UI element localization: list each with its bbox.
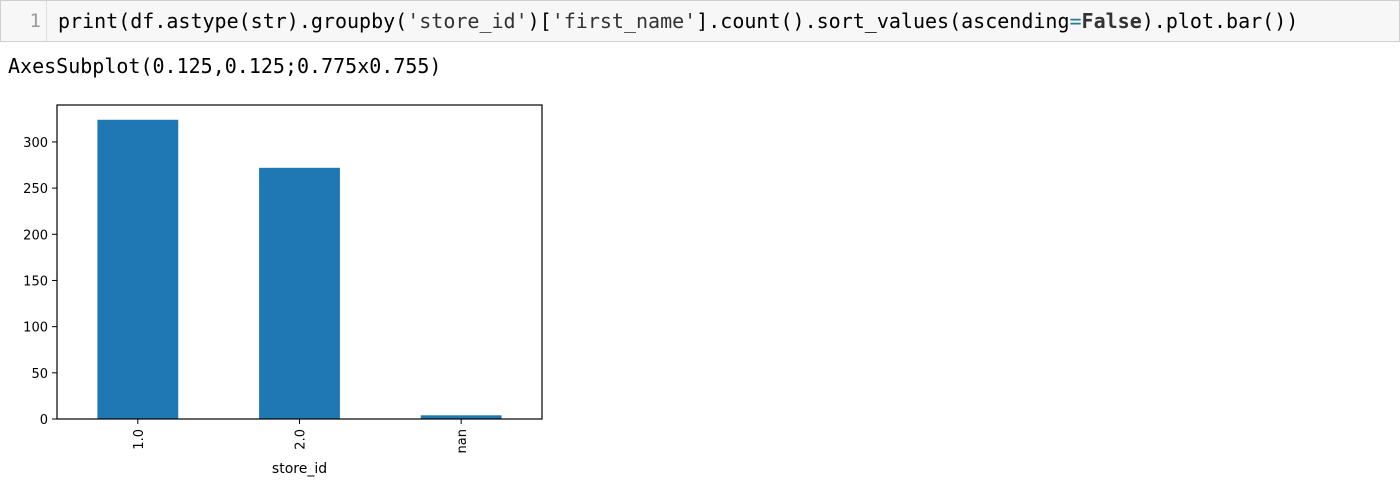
y-axis: 0 50 100 150 200 250 300 <box>23 136 57 428</box>
code-segment: ).plot.bar()) <box>1141 9 1299 33</box>
code-segment: print(df.astype(str).groupby( <box>58 9 408 33</box>
bar-chart: 0 50 100 150 200 250 300 1.0 2.0 nan store_id <box>23 104 543 477</box>
code-string: 'store_id' <box>407 9 528 33</box>
x-axis-label: store_id <box>272 461 327 477</box>
code-line[interactable]: print(df.astype(str).groupby('store_id')… <box>58 1 1298 41</box>
code-string: 'first_name' <box>551 9 697 33</box>
y-tick-label: 100 <box>23 321 48 336</box>
bar-nan <box>420 415 502 419</box>
y-tick-label: 300 <box>23 136 48 151</box>
bar-2.0 <box>259 167 340 419</box>
line-number: 1 <box>29 10 41 32</box>
x-tick-label: 2.0 <box>294 429 309 450</box>
y-tick-label: 150 <box>23 274 48 289</box>
input-cell[interactable]: 1 print(df.astype(str).groupby('store_id… <box>0 0 1400 42</box>
code-segment: ].count().sort_values(ascending <box>696 9 1070 33</box>
line-gutter: 1 <box>1 1 47 41</box>
code-operator: = <box>1069 9 1082 33</box>
bar-1.0 <box>97 119 179 419</box>
y-tick-label: 0 <box>40 413 48 428</box>
y-tick-label: 200 <box>23 228 48 243</box>
x-tick-label: nan <box>455 429 470 453</box>
bars-group <box>97 119 502 419</box>
x-axis: 1.0 2.0 nan <box>132 419 470 453</box>
y-tick-label: 50 <box>31 367 48 382</box>
x-tick-label: 1.0 <box>132 429 147 450</box>
code-segment: )[ <box>527 9 552 33</box>
output-text: AxesSubplot(0.125,0.125;0.775x0.755) <box>8 54 442 78</box>
y-tick-label: 250 <box>23 182 48 197</box>
code-keyword: False <box>1081 9 1142 33</box>
